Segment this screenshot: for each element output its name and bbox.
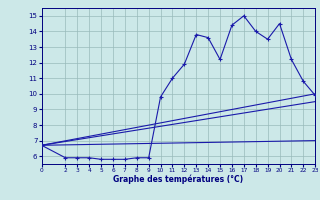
X-axis label: Graphe des températures (°C): Graphe des températures (°C) [113, 175, 244, 184]
